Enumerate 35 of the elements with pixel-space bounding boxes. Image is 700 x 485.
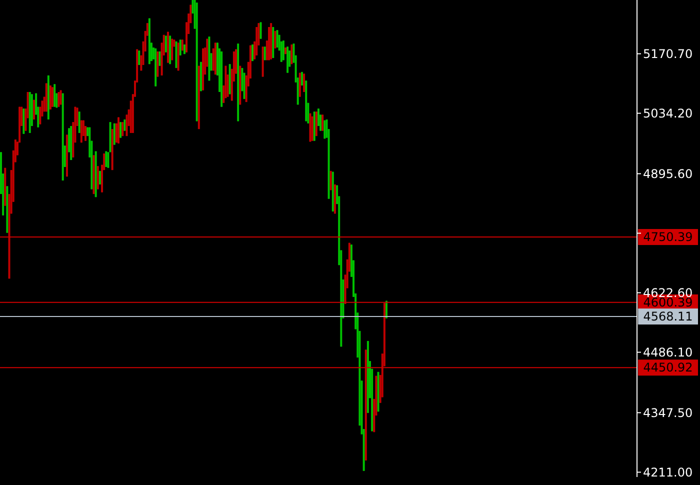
y-tick-label: 5170.70 (643, 47, 693, 62)
candlestick (179, 39, 182, 56)
candlestick (120, 122, 122, 138)
candlestick (164, 35, 167, 53)
candlestick (32, 99, 35, 120)
candlestick (96, 166, 99, 190)
ref-line-label: 4450.92 (643, 360, 693, 375)
candlestick (98, 170, 101, 185)
candlestick (260, 22, 262, 40)
y-tick-label: 5034.20 (643, 106, 693, 121)
y-tick-label: 4347.50 (643, 406, 693, 420)
candlestick (264, 46, 266, 61)
ref-line-label: 4750.39 (643, 230, 693, 244)
candlestick (317, 108, 320, 127)
candlestick (274, 30, 276, 49)
candlestick (107, 152, 110, 168)
candlestick (298, 72, 301, 98)
candlestick (158, 50, 161, 66)
candlestick (58, 92, 60, 108)
candlestick (105, 150, 108, 168)
y-tick-label: 4895.60 (643, 166, 693, 181)
y-tick-label: 4486.10 (643, 346, 693, 360)
candlestick (282, 40, 284, 61)
candlestick (300, 71, 303, 86)
candlestick (49, 84, 52, 110)
candlestick (122, 122, 124, 137)
candlestick (54, 84, 56, 108)
candlestick (322, 114, 324, 132)
candlestick (276, 30, 278, 48)
candlestick (78, 111, 80, 134)
candlestick (113, 122, 116, 146)
y-tick-label: 4211.00 (643, 465, 693, 480)
ref-line-label: 4568.11 (643, 310, 693, 324)
candlestick (138, 50, 140, 66)
candlestick (303, 73, 306, 92)
